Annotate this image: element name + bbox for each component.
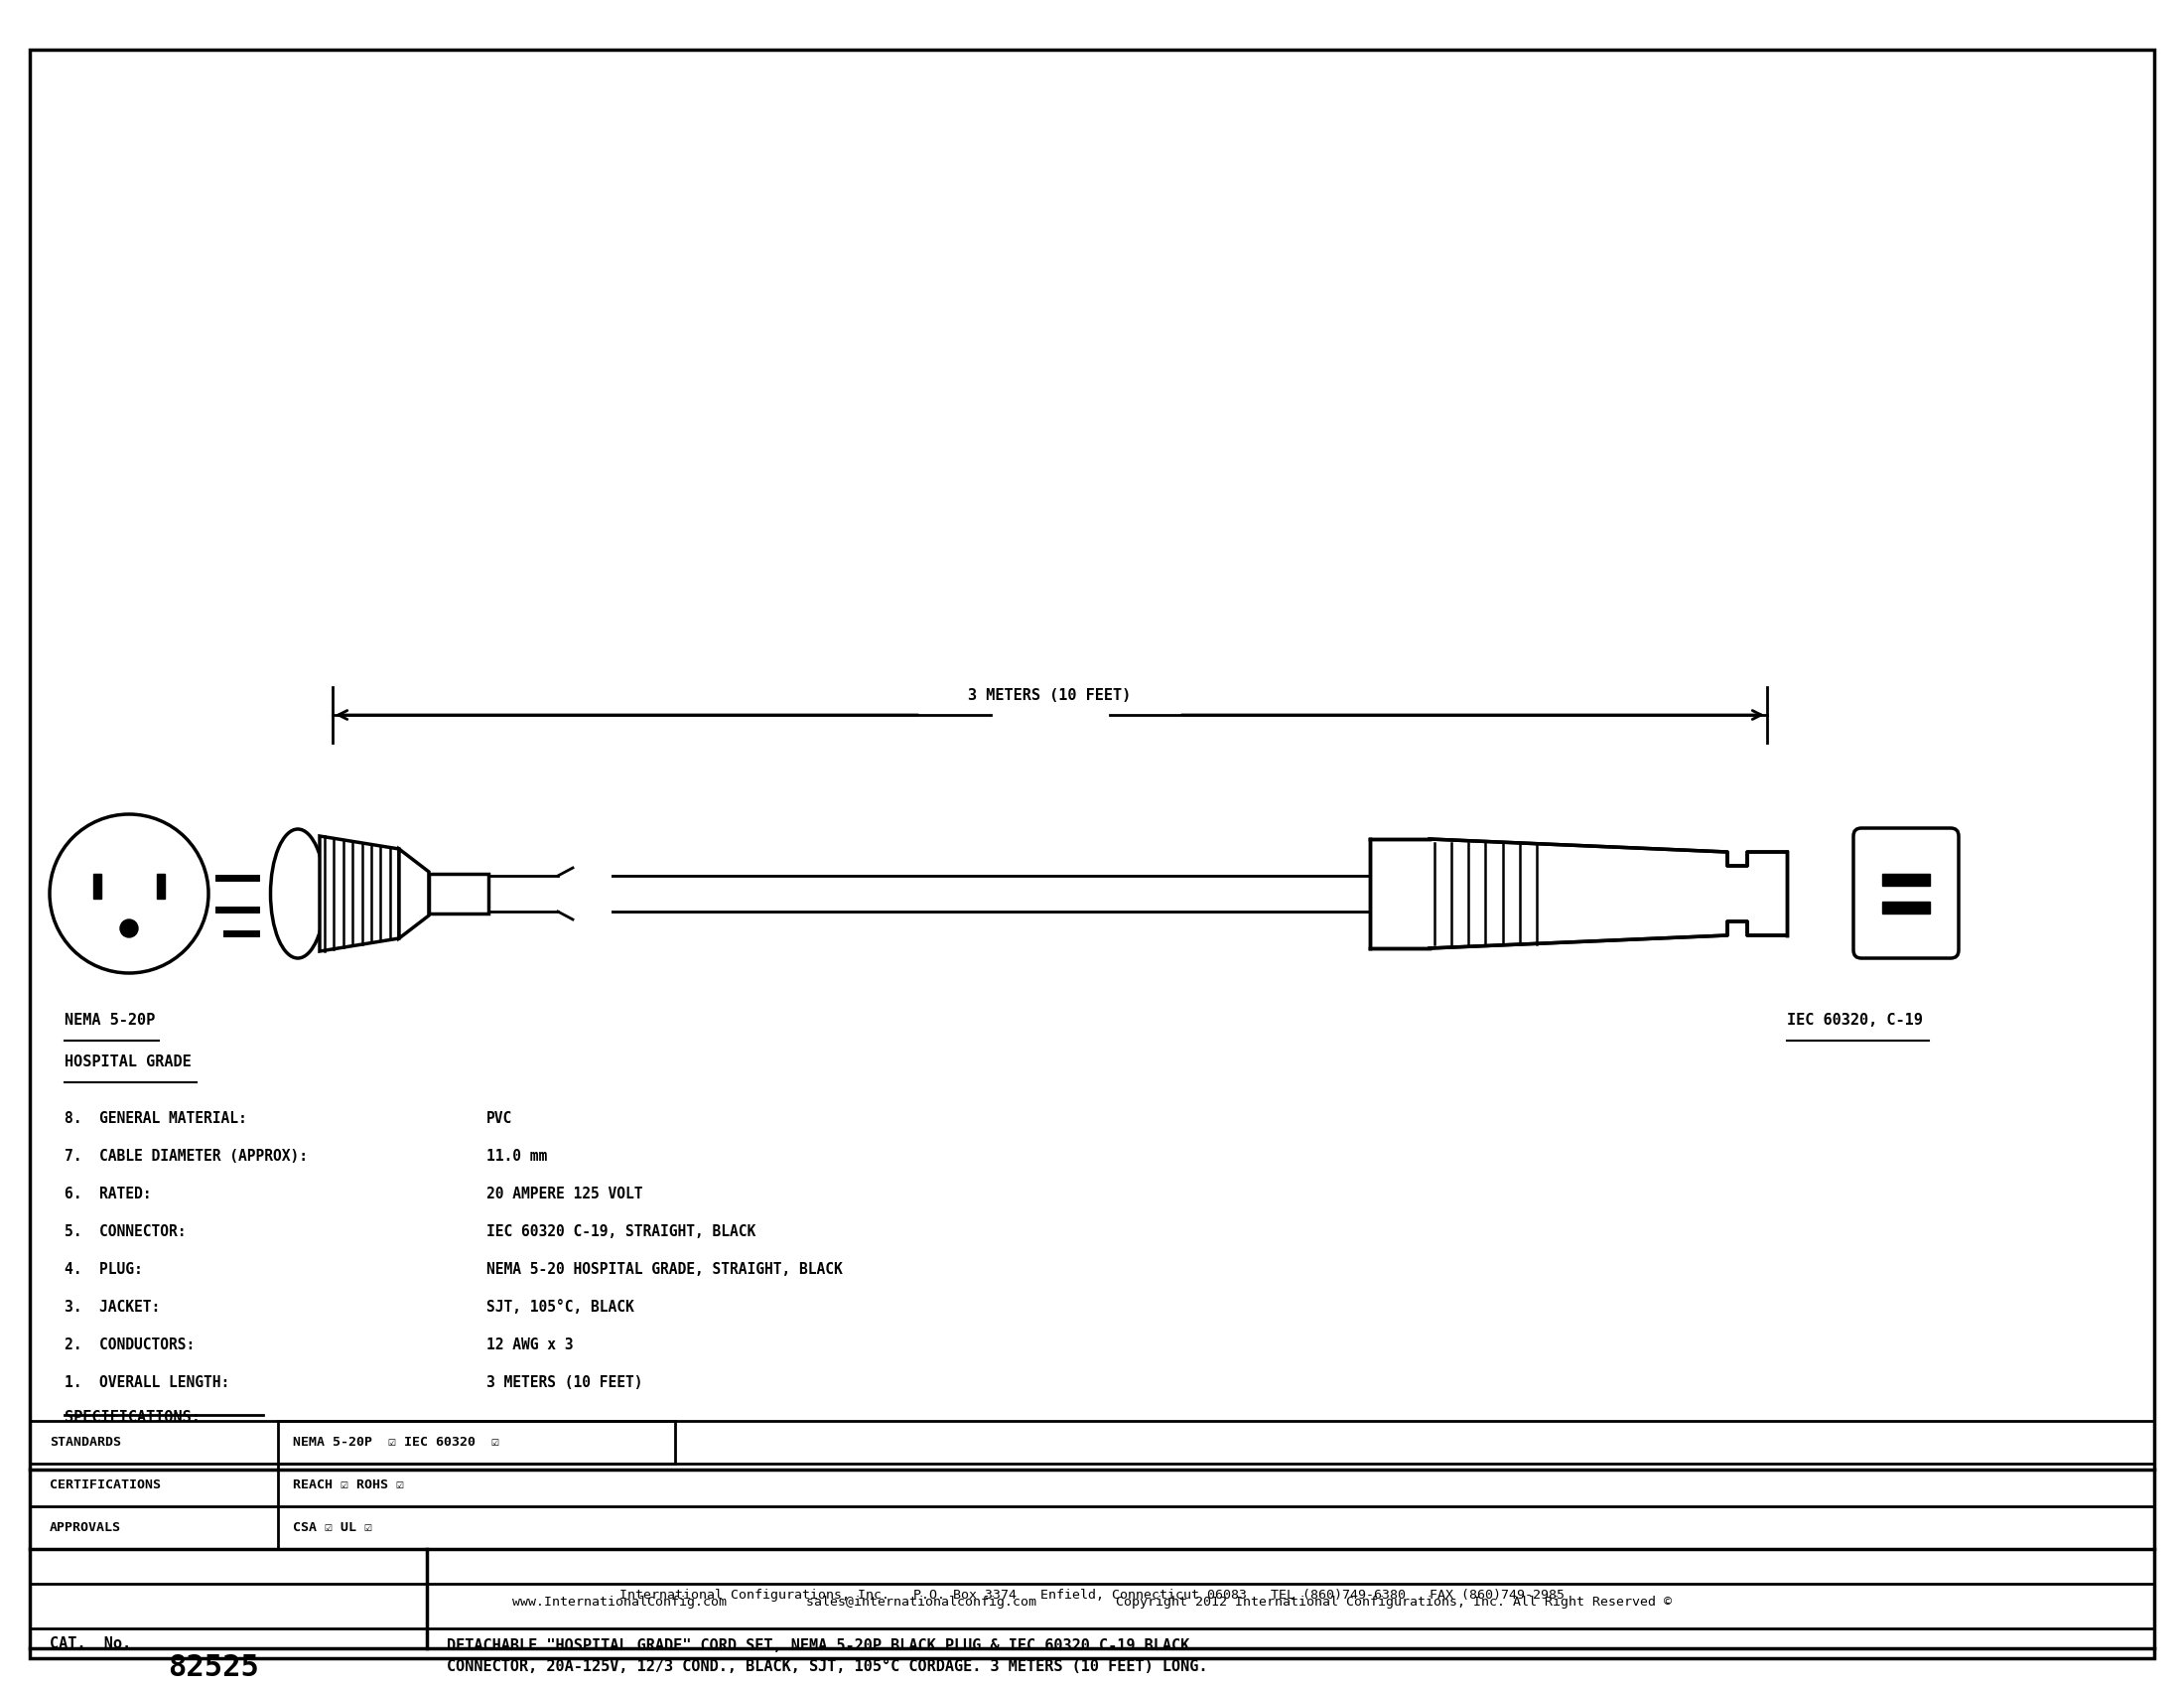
Text: NEMA 5-20P  ☑ IEC 60320  ☑: NEMA 5-20P ☑ IEC 60320 ☑ (293, 1436, 500, 1448)
Text: 12 AWG x 3: 12 AWG x 3 (487, 1337, 572, 1352)
Circle shape (50, 814, 207, 972)
Text: 7.  CABLE DIAMETER (APPROX):: 7. CABLE DIAMETER (APPROX): (66, 1150, 308, 1163)
Text: NEMA 5-20 HOSPITAL GRADE, STRAIGHT, BLACK: NEMA 5-20 HOSPITAL GRADE, STRAIGHT, BLAC… (487, 1263, 843, 1276)
Text: 20 AMPERE 125 VOLT: 20 AMPERE 125 VOLT (487, 1187, 642, 1202)
Text: NEMA 5-20P: NEMA 5-20P (66, 1013, 155, 1028)
Polygon shape (157, 874, 164, 898)
Polygon shape (1883, 901, 1931, 913)
Text: CAT.  No.: CAT. No. (50, 1636, 131, 1651)
Circle shape (120, 920, 138, 937)
Text: STANDARDS: STANDARDS (50, 1436, 120, 1448)
Text: International Configurations, Inc.   P.O. Box 3374   Enfield, Connecticut 06083 : International Configurations, Inc. P.O. … (620, 1588, 1564, 1602)
Ellipse shape (271, 829, 325, 959)
Text: 1.  OVERALL LENGTH:: 1. OVERALL LENGTH: (66, 1376, 229, 1391)
Text: CERTIFICATIONS: CERTIFICATIONS (50, 1479, 162, 1492)
Text: IEC 60320 C-19, STRAIGHT, BLACK: IEC 60320 C-19, STRAIGHT, BLACK (487, 1224, 756, 1239)
Polygon shape (319, 836, 400, 952)
Polygon shape (612, 876, 1369, 912)
Polygon shape (428, 874, 489, 913)
Text: 8.  GENERAL MATERIAL:: 8. GENERAL MATERIAL: (66, 1111, 247, 1126)
Text: PVC: PVC (487, 1111, 513, 1126)
Text: 5.  CONNECTOR:: 5. CONNECTOR: (66, 1224, 186, 1239)
Text: REACH ☑ ROHS ☑: REACH ☑ ROHS ☑ (293, 1479, 404, 1492)
Text: 11.0 mm: 11.0 mm (487, 1150, 548, 1163)
Polygon shape (400, 849, 428, 939)
Text: www.InternationalConfig.com          sales@internationalconfig.com          Copy: www.InternationalConfig.com sales@intern… (513, 1595, 1671, 1609)
FancyBboxPatch shape (1854, 829, 1959, 959)
Text: SJT, 105°C, BLACK: SJT, 105°C, BLACK (487, 1300, 633, 1315)
Text: 3 METERS (10 FEET): 3 METERS (10 FEET) (487, 1376, 642, 1391)
Text: 82525: 82525 (168, 1654, 260, 1683)
Text: DETACHABLE "HOSPITAL GRADE" CORD SET, NEMA 5-20P BLACK PLUG & IEC 60320 C-19 BLA: DETACHABLE "HOSPITAL GRADE" CORD SET, NE… (448, 1639, 1208, 1674)
Text: 4.  PLUG:: 4. PLUG: (66, 1263, 142, 1276)
Text: 2.  CONDUCTORS:: 2. CONDUCTORS: (66, 1337, 194, 1352)
Polygon shape (1369, 839, 1787, 949)
Text: CSA ☑ UL ☑: CSA ☑ UL ☑ (293, 1521, 371, 1534)
Text: IEC 60320, C-19: IEC 60320, C-19 (1787, 1013, 1922, 1028)
Polygon shape (1883, 874, 1931, 886)
Text: HOSPITAL GRADE: HOSPITAL GRADE (66, 1055, 192, 1070)
Text: APPROVALS: APPROVALS (50, 1521, 120, 1534)
Text: 3.  JACKET:: 3. JACKET: (66, 1300, 159, 1315)
Text: SPECIFICATIONS:: SPECIFICATIONS: (66, 1409, 201, 1425)
Text: 3 METERS (10 FEET): 3 METERS (10 FEET) (968, 689, 1131, 702)
Text: 6.  RATED:: 6. RATED: (66, 1187, 151, 1202)
Polygon shape (94, 874, 100, 898)
